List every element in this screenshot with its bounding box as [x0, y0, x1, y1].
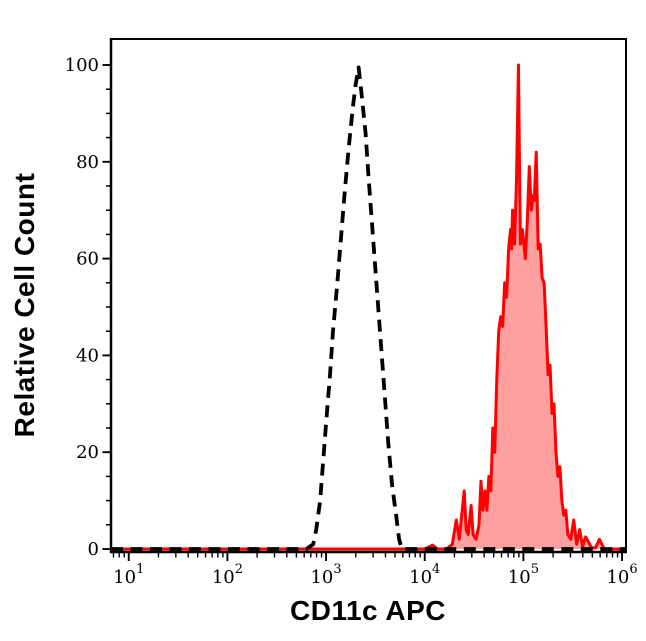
- series-black-dashed-histogram: [111, 65, 626, 551]
- y-tick-label: 20: [76, 442, 99, 463]
- y-tick-label: 60: [76, 249, 99, 270]
- x-axis-title: CD11c APC: [290, 595, 446, 626]
- black-dashed-histogram-line: [111, 65, 626, 551]
- red-filled-histogram-fill: [111, 65, 626, 549]
- x-tick-label: 101: [113, 562, 144, 588]
- y-axis-title: Relative Cell Count: [9, 172, 40, 438]
- red-filled-histogram-line: [111, 63, 626, 551]
- y-tick-label: 40: [76, 345, 99, 366]
- y-axis-ticks: 0 20 40 60 80 100: [65, 55, 110, 560]
- x-tick-label: 104: [409, 562, 440, 588]
- x-tick-label: 106: [606, 562, 637, 588]
- x-tick-label: 105: [508, 562, 539, 588]
- plot-border: [109, 38, 627, 554]
- y-tick-label: 0: [88, 539, 99, 560]
- x-axis-ticks: 101 102 103 104 105 106: [112, 553, 638, 588]
- series-red-filled-histogram: [111, 63, 626, 551]
- y-tick-label: 80: [76, 152, 99, 173]
- x-tick-label: 103: [310, 562, 341, 588]
- x-tick-label: 102: [212, 562, 243, 588]
- y-tick-label: 100: [65, 55, 99, 76]
